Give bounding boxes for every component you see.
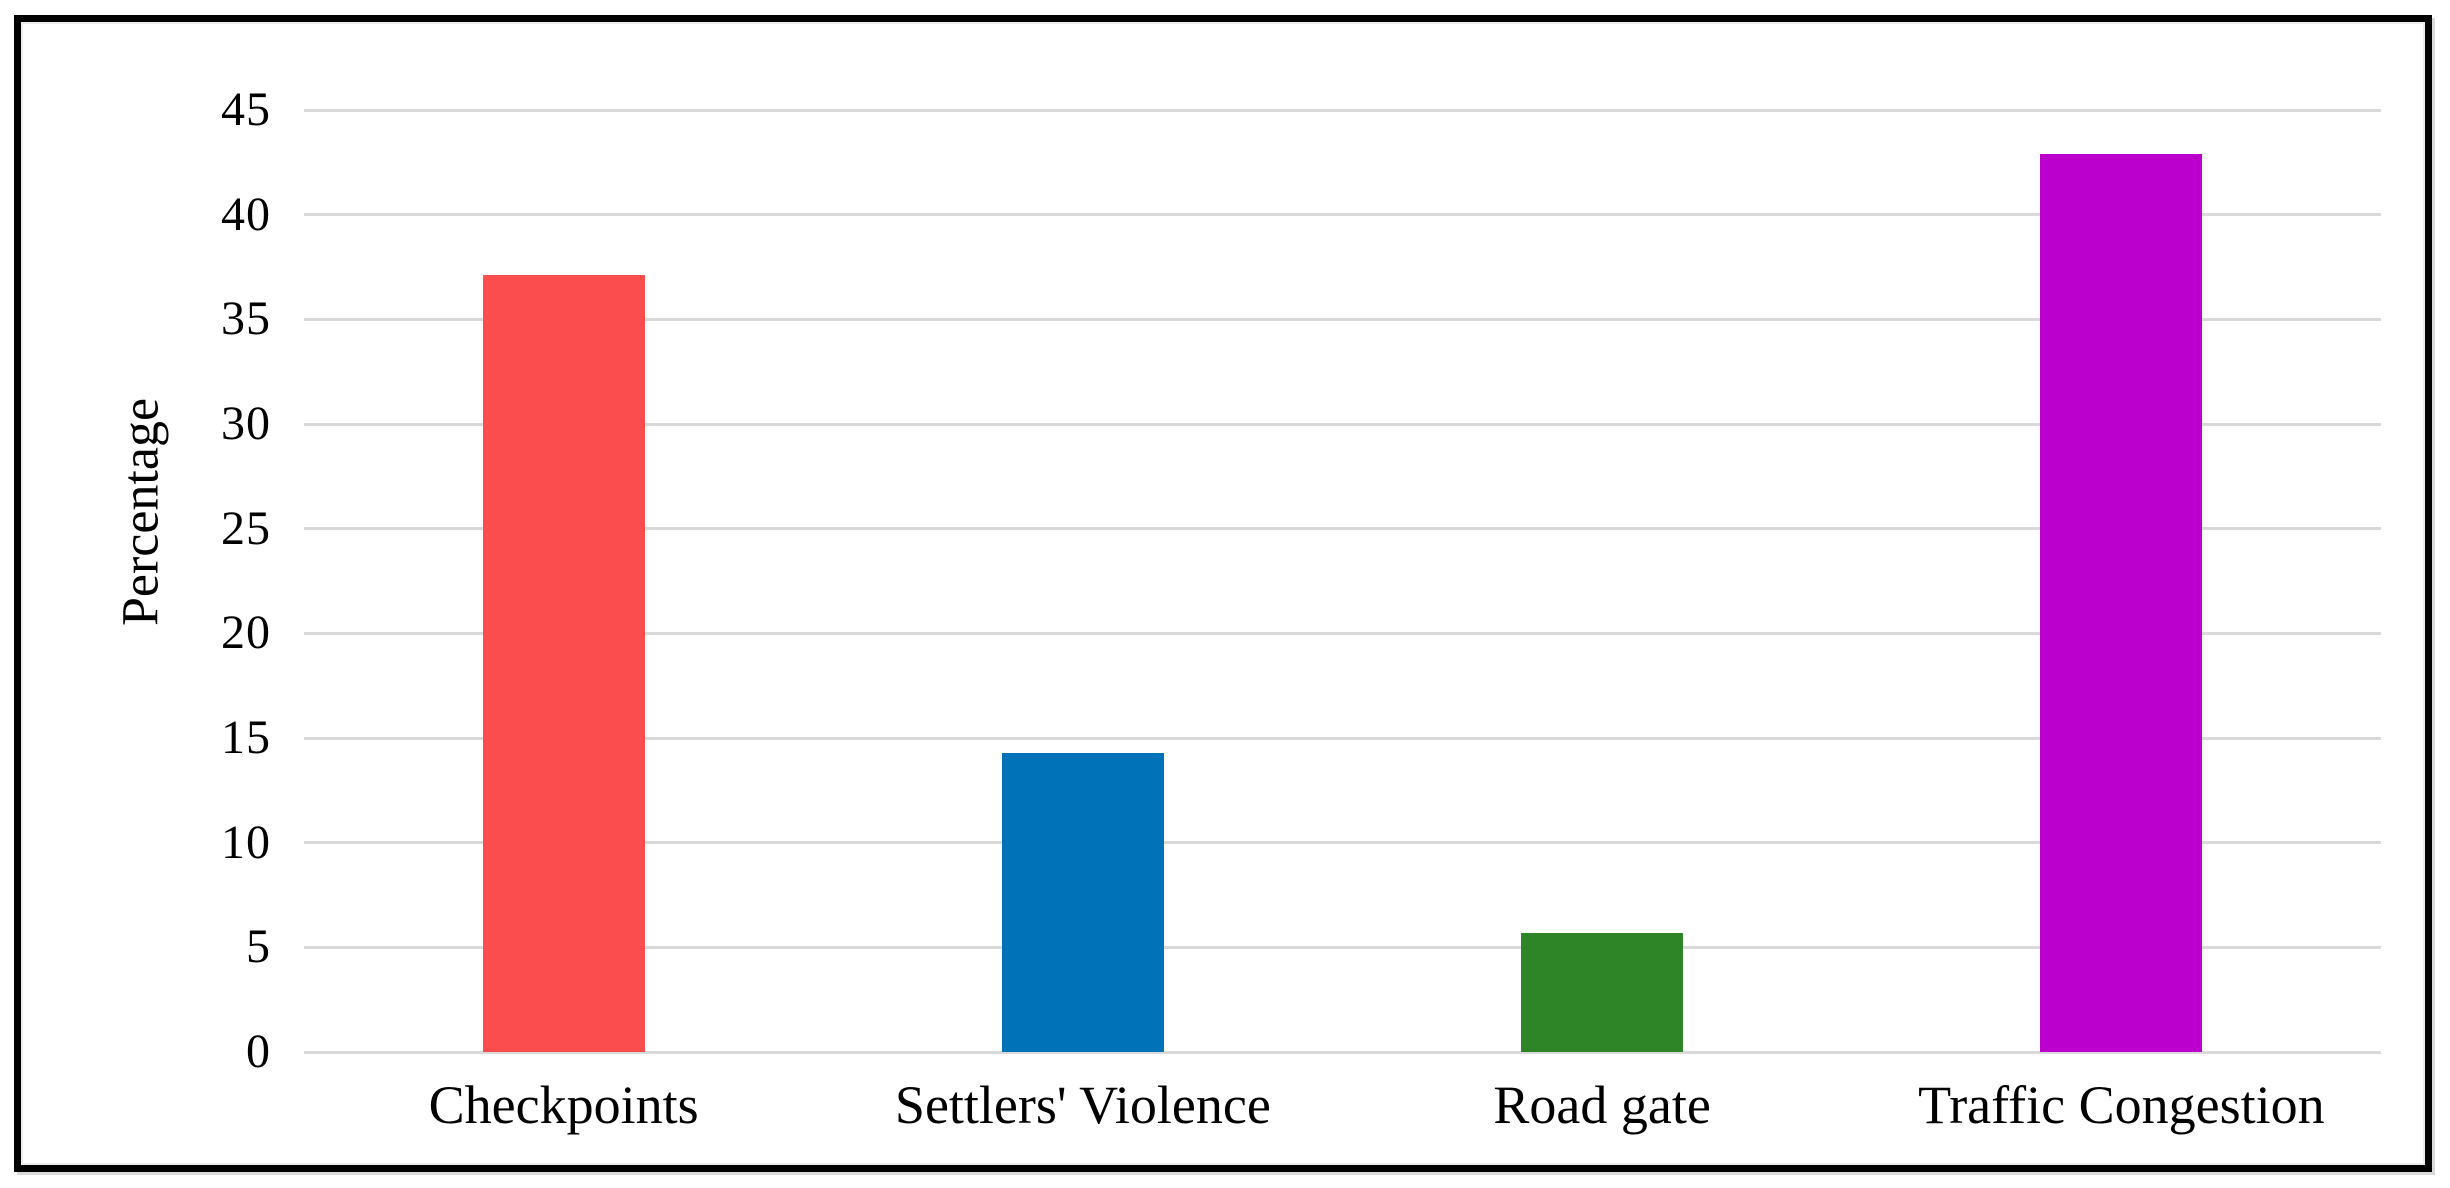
gridline-15: [304, 736, 2381, 740]
y-tick-label-5: 5: [246, 920, 271, 974]
gridline-20: [304, 631, 2381, 635]
y-tick-label-20: 20: [221, 606, 271, 660]
y-tick-label-30: 30: [221, 397, 271, 450]
y-tick-label-25: 25: [221, 501, 271, 555]
gridline-30: [304, 422, 2381, 426]
y-tick-label-35: 35: [221, 292, 271, 346]
gridline-5: [304, 945, 2381, 949]
y-tick-label-45: 45: [221, 83, 271, 136]
plot-area: [304, 108, 2381, 1054]
x-label-road-gate: Road gate: [1493, 1075, 1711, 1135]
bar-checkpoints: [482, 275, 645, 1052]
y-tick-label-10: 10: [221, 815, 271, 869]
y-tick-label-40: 40: [221, 187, 271, 241]
y-axis-ticks: 0 5 10 15 20 25 30 35 40 45: [21, 83, 271, 1078]
x-label-traffic-congestion: Traffic Congestion: [1918, 1075, 2325, 1135]
y-tick-label-15: 15: [221, 711, 271, 764]
x-label-settlers-violence: Settlers' Violence: [894, 1075, 1271, 1135]
y-tick-label-0: 0: [246, 1025, 271, 1078]
gridline-35: [304, 317, 2381, 321]
gridline-25: [304, 527, 2381, 531]
chart-frame: Percentage 0 5 10 15 20 25 30 35 40 45 Checkpoint…: [14, 15, 2432, 1172]
bar-road-gate: [1521, 932, 1684, 1052]
gridline-0: [304, 1050, 2381, 1054]
bar-traffic-congestion: [2040, 153, 2203, 1052]
gridline-10: [304, 841, 2381, 845]
x-label-checkpoints: Checkpoints: [428, 1075, 699, 1135]
bar-settlers-violence: [1001, 752, 1164, 1052]
x-axis-labels: Checkpoints Settlers' Violence Road gate Tr…: [304, 1074, 2381, 1136]
gridline-45: [304, 108, 2381, 112]
gridline-40: [304, 213, 2381, 217]
